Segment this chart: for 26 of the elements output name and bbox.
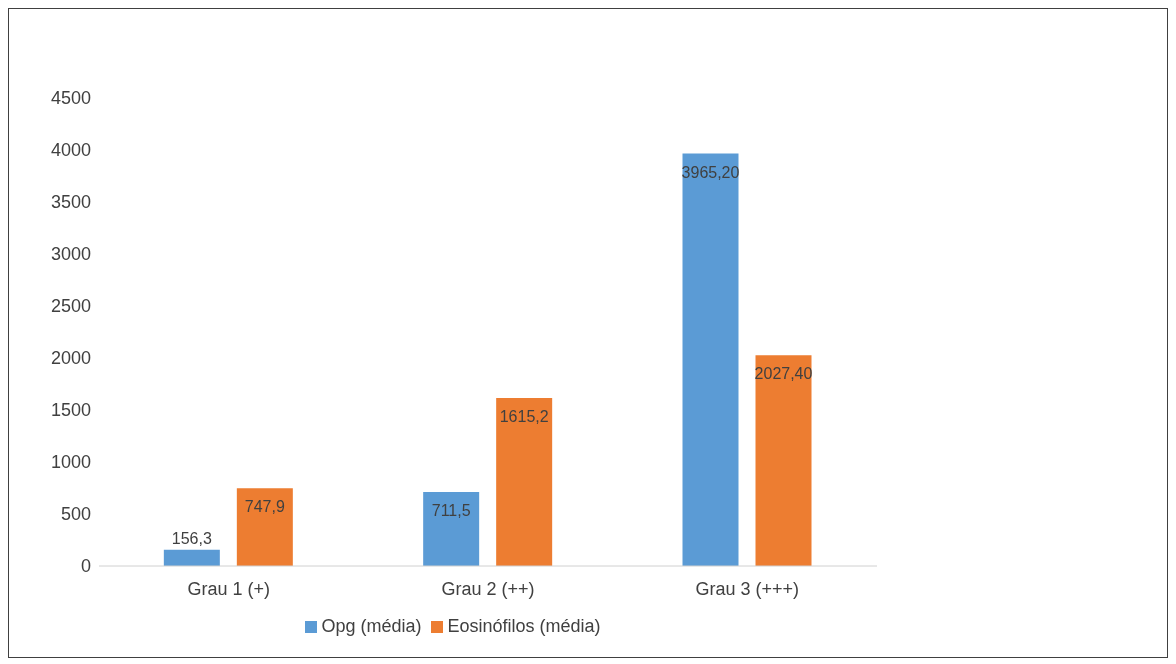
- bar: [496, 398, 553, 566]
- y-tick-label: 1000: [50, 452, 91, 473]
- data-label: 1615,2: [499, 408, 549, 426]
- y-tick-label: 2500: [50, 296, 91, 317]
- data-label: 711,5: [431, 502, 471, 519]
- y-tick-label: 4000: [50, 140, 91, 161]
- bar: [163, 549, 220, 566]
- data-label: 156,3: [171, 529, 212, 547]
- y-tick-label: 3500: [50, 192, 91, 213]
- y-tick-label: 3000: [50, 244, 91, 265]
- y-tick-label: 500: [60, 504, 91, 525]
- y-tick-label: 4500: [50, 88, 91, 109]
- data-label: 3965,20: [681, 163, 740, 181]
- x-tick-label: Grau 1 (+): [187, 578, 270, 599]
- legend-label: Opg (média): [321, 616, 422, 636]
- bar: [755, 355, 812, 566]
- y-tick-label: 1500: [50, 400, 91, 421]
- bar: [423, 492, 480, 566]
- bar: [236, 488, 293, 566]
- y-tick-label: 0: [80, 556, 91, 577]
- legend-label: Eosinófilos (média): [447, 616, 601, 636]
- x-tick-label: Grau 2 (++): [441, 578, 535, 599]
- bar: [682, 153, 739, 566]
- x-tick-label: Grau 3 (+++): [695, 578, 800, 599]
- data-label: 747,9: [244, 498, 285, 516]
- y-tick-label: 2000: [50, 348, 91, 369]
